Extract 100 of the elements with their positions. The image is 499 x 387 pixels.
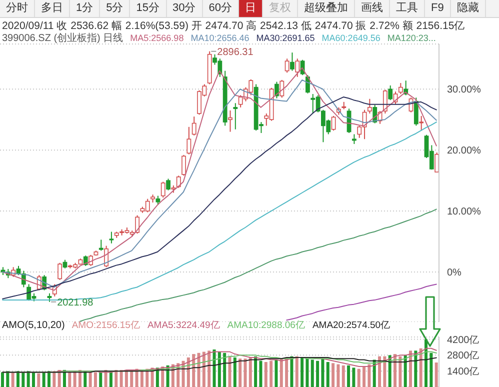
bar <box>332 363 335 387</box>
bar <box>124 370 128 387</box>
bar <box>248 357 252 387</box>
bar <box>290 356 294 387</box>
bar <box>285 357 288 387</box>
text: 复权 <box>263 0 298 17</box>
bar <box>306 358 309 387</box>
bar <box>140 370 144 387</box>
bar <box>84 371 87 387</box>
candlestick <box>186 126 192 155</box>
text: MA60:2649.56 <box>322 32 380 42</box>
candlestick <box>182 154 186 176</box>
text: MA30:2691.65 <box>256 32 315 42</box>
text: 30分 <box>166 0 203 17</box>
bar <box>88 372 92 387</box>
bar <box>383 356 386 387</box>
candlestick <box>414 97 418 126</box>
bar <box>254 356 258 387</box>
candlestick <box>156 195 160 206</box>
text: 1分 <box>70 0 100 17</box>
bar <box>130 370 134 387</box>
y-tick-label: 30.00% <box>447 84 482 96</box>
text: 分时 <box>0 0 35 17</box>
candlestick <box>295 58 300 78</box>
candlestick <box>98 239 104 252</box>
candlestick <box>274 81 279 99</box>
bar <box>362 366 366 387</box>
bar <box>270 360 273 387</box>
text: 隐藏 <box>450 0 486 17</box>
bar <box>16 371 20 387</box>
bar <box>228 356 232 387</box>
y-tick-label: 20.00% <box>447 146 482 157</box>
bar <box>32 372 35 387</box>
bar <box>404 355 407 387</box>
annotation: 2021.98 <box>57 297 94 308</box>
bar <box>357 368 360 387</box>
text: AMO:2156.15亿 <box>72 319 140 332</box>
bar <box>434 362 438 387</box>
bar <box>73 371 76 387</box>
y-tick-label: 10.00% <box>447 206 482 218</box>
line-series <box>286 284 437 321</box>
bar <box>244 358 247 387</box>
bar <box>326 362 330 387</box>
bar <box>109 371 112 387</box>
bar <box>47 371 50 387</box>
bar <box>280 358 283 387</box>
bar <box>274 360 278 387</box>
text: MA10:2656.46 <box>190 32 250 42</box>
bar <box>394 354 397 387</box>
bar <box>368 364 371 387</box>
bar <box>259 360 262 387</box>
bar <box>26 371 30 387</box>
text: 超级叠加 <box>298 0 355 17</box>
bar <box>310 360 314 387</box>
text: F9 <box>425 0 451 17</box>
chart-title: AMO(5,10,20) <box>2 320 65 331</box>
chart-title: 399006.SZ (创业板指) 日线 <box>2 32 124 44</box>
candlestick <box>398 82 403 94</box>
bar <box>388 355 392 387</box>
bar <box>68 372 72 387</box>
candlestick <box>290 52 294 72</box>
text: 工具 <box>390 0 425 17</box>
candlestick <box>280 79 284 98</box>
bar <box>238 358 242 387</box>
y-tick-label: 2800亿 <box>447 350 480 362</box>
candlestick <box>367 98 372 114</box>
y-tick-label: 4200亿 <box>447 334 480 346</box>
bar <box>197 352 200 387</box>
candlestick <box>58 262 62 280</box>
candlestick <box>434 152 440 173</box>
bar <box>233 357 236 387</box>
candlestick <box>160 181 166 198</box>
text: 画线 <box>355 0 390 17</box>
bar <box>218 352 221 387</box>
bar <box>223 352 226 387</box>
text: MA5:2566.98 <box>130 32 184 42</box>
candlestick <box>228 110 232 132</box>
bar <box>94 372 97 387</box>
bar <box>347 365 350 387</box>
bar <box>398 356 402 387</box>
bar <box>419 348 422 387</box>
bar <box>52 371 56 387</box>
bar <box>321 358 324 387</box>
text: 日 <box>239 0 263 17</box>
y-tick-label: 0% <box>447 268 462 279</box>
annotation: 2896.31 <box>217 46 254 58</box>
bar <box>342 365 345 387</box>
candlestick <box>176 175 181 188</box>
text: MA120:23... <box>387 32 436 42</box>
candlestick <box>192 116 196 136</box>
text: AMA5:3224.49亿 <box>147 319 220 332</box>
candlestick <box>388 84 393 101</box>
bar <box>6 371 10 387</box>
bar <box>424 339 428 387</box>
bar <box>352 368 356 387</box>
candlestick <box>109 231 114 244</box>
text: 多日 <box>35 0 70 17</box>
bar <box>42 372 46 387</box>
bar <box>336 364 340 387</box>
bar <box>1 372 4 387</box>
